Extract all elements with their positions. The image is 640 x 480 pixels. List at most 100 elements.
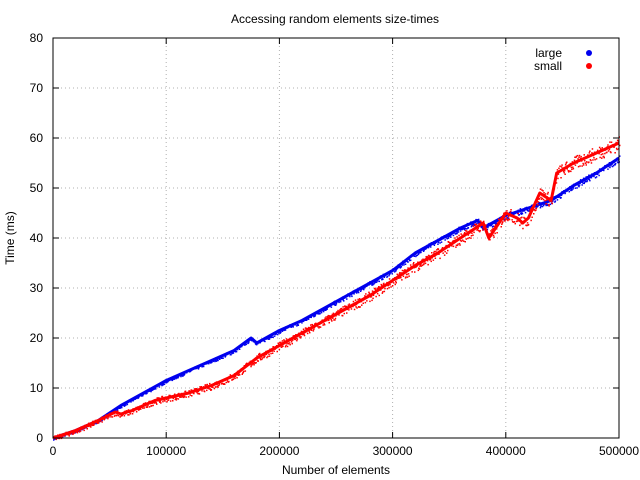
point-small bbox=[376, 287, 378, 290]
point-large bbox=[296, 325, 298, 327]
point-small bbox=[355, 306, 357, 308]
point-small bbox=[78, 431, 81, 433]
point-large bbox=[234, 351, 237, 353]
point-small bbox=[399, 272, 401, 274]
point-large bbox=[338, 301, 340, 304]
data-layer bbox=[52, 136, 621, 441]
point-small bbox=[139, 405, 141, 408]
point-large bbox=[168, 377, 170, 380]
point-small bbox=[234, 375, 237, 378]
point-large bbox=[600, 170, 602, 172]
point-large bbox=[153, 388, 155, 390]
point-large bbox=[451, 233, 453, 236]
point-small bbox=[135, 406, 137, 409]
point-small bbox=[459, 244, 461, 246]
point-large bbox=[575, 183, 577, 186]
point-large bbox=[564, 192, 566, 195]
point-small bbox=[305, 327, 307, 330]
point-small bbox=[612, 145, 615, 148]
point-large bbox=[181, 374, 183, 376]
point-small bbox=[589, 159, 592, 161]
point-large bbox=[456, 232, 458, 235]
point-large bbox=[238, 346, 240, 348]
point-large bbox=[590, 176, 593, 179]
point-small bbox=[418, 268, 421, 270]
point-small bbox=[564, 173, 566, 175]
point-small bbox=[302, 328, 305, 330]
point-large bbox=[143, 392, 146, 394]
point-small bbox=[390, 286, 392, 288]
point-small bbox=[556, 172, 558, 174]
point-large bbox=[270, 334, 273, 337]
point-large bbox=[524, 207, 526, 209]
point-large bbox=[129, 400, 131, 402]
point-large bbox=[367, 282, 370, 284]
point-large bbox=[560, 196, 562, 199]
point-large bbox=[535, 205, 538, 207]
point-small bbox=[276, 350, 278, 353]
point-small bbox=[211, 384, 214, 386]
point-small bbox=[584, 160, 586, 162]
point-small bbox=[470, 235, 473, 237]
point-small bbox=[104, 415, 106, 418]
point-large bbox=[277, 333, 279, 336]
point-large bbox=[524, 211, 527, 214]
point-small bbox=[409, 264, 412, 266]
point-small bbox=[213, 387, 216, 390]
point-small bbox=[517, 218, 519, 220]
point-large bbox=[561, 191, 563, 193]
point-small bbox=[78, 428, 80, 430]
point-small bbox=[100, 416, 103, 419]
point-small bbox=[494, 224, 497, 226]
point-small bbox=[385, 283, 388, 285]
point-small bbox=[121, 414, 123, 417]
point-large bbox=[359, 290, 362, 292]
point-large bbox=[557, 196, 560, 198]
point-large bbox=[553, 196, 556, 198]
point-small bbox=[542, 190, 544, 192]
point-large bbox=[304, 319, 307, 321]
point-small bbox=[309, 331, 311, 334]
legend-marker-large bbox=[586, 50, 592, 56]
point-large bbox=[252, 338, 254, 341]
point-large bbox=[420, 251, 422, 254]
point-small bbox=[535, 207, 538, 210]
point-small bbox=[119, 416, 121, 418]
point-large bbox=[116, 407, 118, 409]
point-small bbox=[182, 395, 184, 397]
point-small bbox=[405, 276, 407, 278]
point-large bbox=[172, 378, 174, 381]
point-small bbox=[262, 354, 265, 357]
point-large bbox=[521, 212, 524, 215]
point-large bbox=[239, 346, 242, 348]
point-small bbox=[265, 350, 267, 353]
point-small bbox=[511, 221, 514, 223]
point-small bbox=[350, 306, 352, 308]
point-large bbox=[207, 360, 209, 363]
point-large bbox=[438, 239, 441, 242]
point-small bbox=[536, 198, 538, 201]
point-small bbox=[448, 241, 450, 243]
point-small bbox=[149, 402, 152, 405]
point-small bbox=[326, 318, 328, 320]
point-large bbox=[446, 237, 448, 240]
point-small bbox=[185, 396, 187, 398]
point-large bbox=[606, 165, 608, 167]
point-small bbox=[303, 334, 306, 337]
point-small bbox=[466, 230, 468, 232]
point-small bbox=[551, 202, 553, 205]
point-small bbox=[103, 417, 105, 420]
point-large bbox=[216, 358, 219, 360]
point-large bbox=[132, 400, 134, 402]
point-small bbox=[565, 162, 567, 164]
point-large bbox=[286, 327, 289, 329]
point-small bbox=[374, 287, 376, 290]
point-small bbox=[209, 388, 212, 390]
point-small bbox=[328, 319, 330, 322]
point-small bbox=[94, 421, 96, 424]
point-large bbox=[309, 314, 311, 316]
point-large bbox=[123, 404, 125, 406]
point-small bbox=[238, 374, 241, 376]
point-small bbox=[191, 395, 193, 397]
point-large bbox=[319, 312, 321, 315]
